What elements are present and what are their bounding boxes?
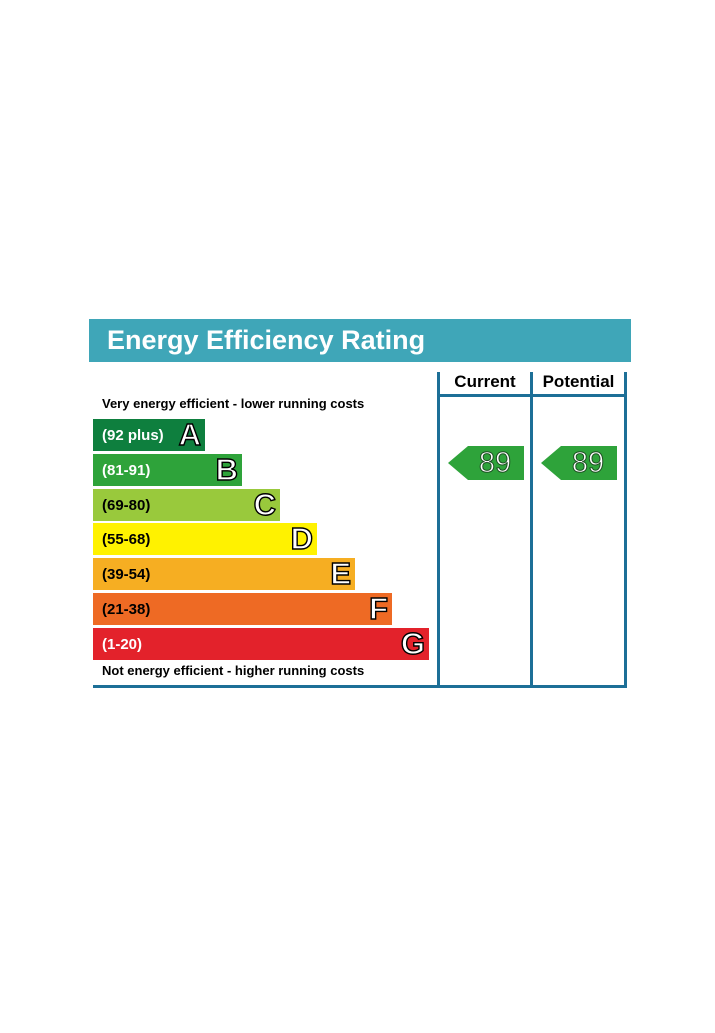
header-underline [437,394,627,397]
band-d: (55-68) D [93,521,317,556]
current-rating-value: 89 [478,447,512,480]
top-note: Very energy efficient - lower running co… [102,396,365,411]
band-f: (21-38) F [93,591,392,626]
band-letter: D [290,521,314,556]
band-letter: B [215,452,239,487]
band-range-label: (92 plus) [102,427,164,444]
column-header-potential: Potential [542,372,615,391]
band-range-label: (55-68) [102,531,151,548]
potential-arrow-shape [541,446,617,480]
potential-rating-arrow: 89 [541,446,617,480]
band-range-label: (39-54) [102,566,151,583]
band-letter: G [400,626,426,661]
band-letter: F [368,591,388,626]
band-range-label: (81-91) [102,462,151,479]
current-arrow-shape [448,446,524,480]
divider-right [624,372,627,688]
divider-left [437,372,440,688]
bottom-border [93,685,627,688]
chart-header: Energy Efficiency Rating [89,319,631,362]
band-g: (1-20) G [93,626,429,661]
band-letter: C [253,487,277,522]
divider-middle [530,372,533,688]
band-b: (81-91) B [93,452,242,487]
band-range-label: (21-38) [102,601,151,618]
band-range-label: (69-80) [102,497,151,514]
band-range-label: (1-20) [102,636,143,653]
band-letter: E [330,556,352,591]
band-letter: A [178,417,202,452]
band-a: (92 plus) A [93,417,205,452]
band-c: (69-80) C [93,487,280,522]
bottom-note: Not energy efficient - higher running co… [102,663,365,678]
potential-rating-value: 89 [571,447,605,480]
chart-title: Energy Efficiency Rating [107,325,426,355]
band-e: (39-54) E [93,556,355,591]
column-header-current: Current [454,372,516,391]
current-rating-arrow: 89 [448,446,524,480]
